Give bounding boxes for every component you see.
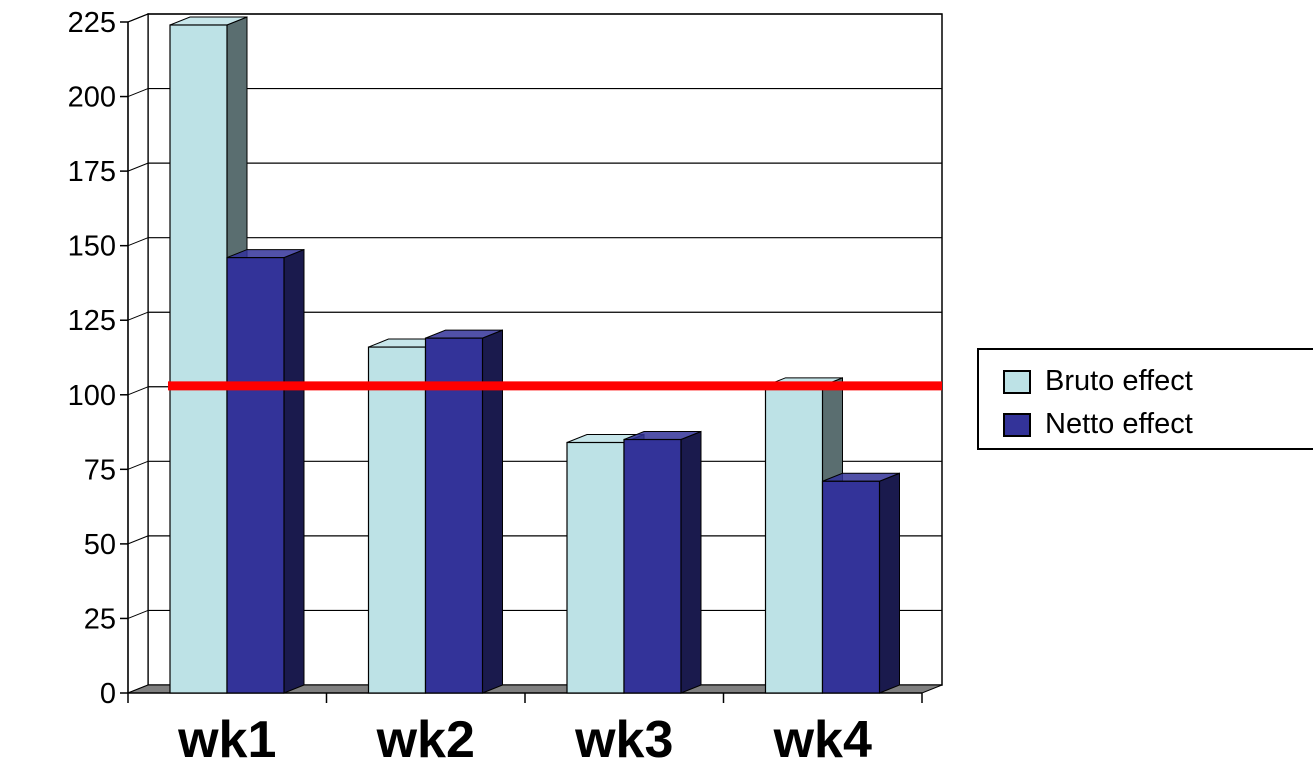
- legend-label-netto: Netto effect: [1045, 408, 1193, 440]
- y-tick-label: 100: [68, 380, 116, 412]
- bar-wk3-netto: [623, 438, 682, 694]
- legend-box: [977, 348, 1313, 450]
- gridline-side: [127, 311, 149, 321]
- bar-wk1-netto: [226, 256, 285, 694]
- bar-wk1-bruto: [169, 24, 228, 694]
- gridline-side: [127, 237, 149, 247]
- bar-wk3-bruto: [566, 441, 625, 694]
- x-axis-ticks: wk1 wk2 wk3 wk4: [177, 711, 872, 760]
- bar-wk4-bruto: [764, 385, 824, 694]
- gridline-side: [127, 88, 149, 98]
- plot-side-wall: [127, 13, 149, 694]
- gridline-side: [127, 13, 149, 23]
- bar-side-face: [283, 248, 305, 694]
- x-tick-label: wk3: [574, 711, 673, 760]
- x-tick-label: wk4: [773, 711, 872, 760]
- bars: [169, 16, 900, 694]
- legend-swatch-bruto: [1003, 370, 1031, 394]
- bar-wk2-bruto: [367, 346, 427, 694]
- y-tick-label: 225: [68, 7, 116, 39]
- legend-swatch-netto: [1003, 413, 1031, 437]
- legend: Bruto effect Netto effect: [977, 348, 1313, 450]
- x-tick-label: wk1: [177, 711, 276, 760]
- bar-wk2-netto: [424, 337, 484, 694]
- y-tick-label: 150: [68, 231, 116, 263]
- y-tick-label: 200: [68, 82, 116, 114]
- y-tick-label: 25: [84, 603, 116, 635]
- y-tick-label: 50: [84, 529, 116, 561]
- gridline-side: [127, 609, 149, 619]
- bar-side-face: [680, 430, 702, 694]
- y-tick-label: 125: [68, 305, 116, 337]
- bar-side-face: [879, 472, 900, 694]
- y-tick-label: 175: [68, 156, 116, 188]
- y-axis-ticks: 0 25 50 75 100 125 150 175 200 225: [68, 7, 128, 710]
- gridline-side: [127, 386, 149, 396]
- gridline-side: [127, 162, 149, 172]
- legend-label-bruto: Bruto effect: [1045, 365, 1193, 397]
- y-tick-label: 0: [100, 678, 116, 710]
- bar-wk4-netto: [821, 480, 881, 694]
- y-tick-label: 75: [84, 454, 116, 486]
- gridline-side: [127, 460, 149, 470]
- x-tick-label: wk2: [376, 711, 475, 760]
- gridline-side: [127, 535, 149, 545]
